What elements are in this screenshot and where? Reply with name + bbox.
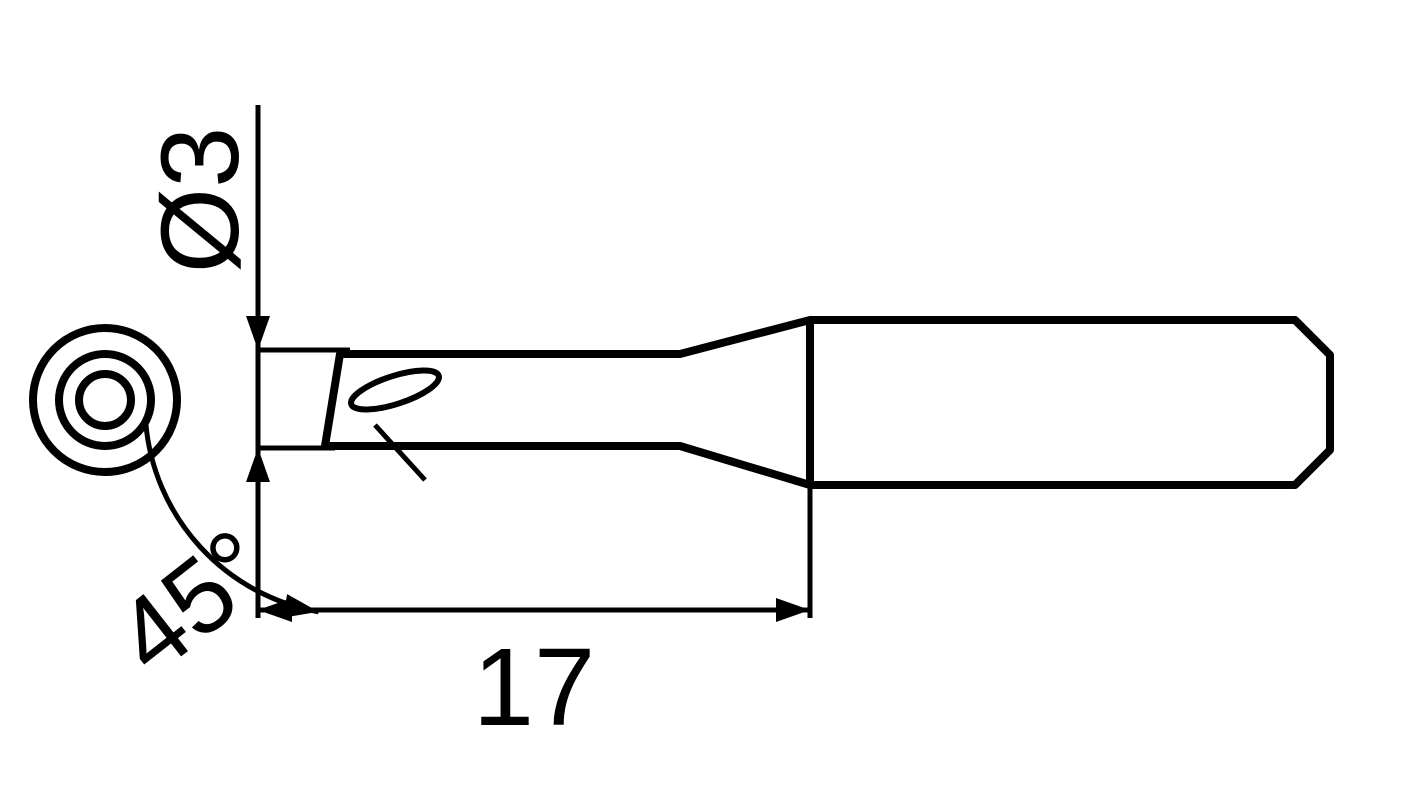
axial-inner-circle [79,374,131,426]
axial-view [33,328,177,472]
axial-mid-circle [59,354,151,446]
dimension-arrowhead [246,316,270,350]
dim-angle-label: 45° [95,507,292,697]
dim-length-label: 17 [473,626,595,749]
tip-outline [325,320,1330,485]
technical-drawing: Ø3 17 45° [0,0,1420,798]
dim-diameter-label: Ø3 [139,127,262,274]
axial-outer-circle [33,328,177,472]
bevel-face-ellipse [347,362,443,417]
dimension-arrowhead [776,598,810,622]
tip-side-profile [325,320,1330,485]
dim-angle-leader [375,425,425,480]
